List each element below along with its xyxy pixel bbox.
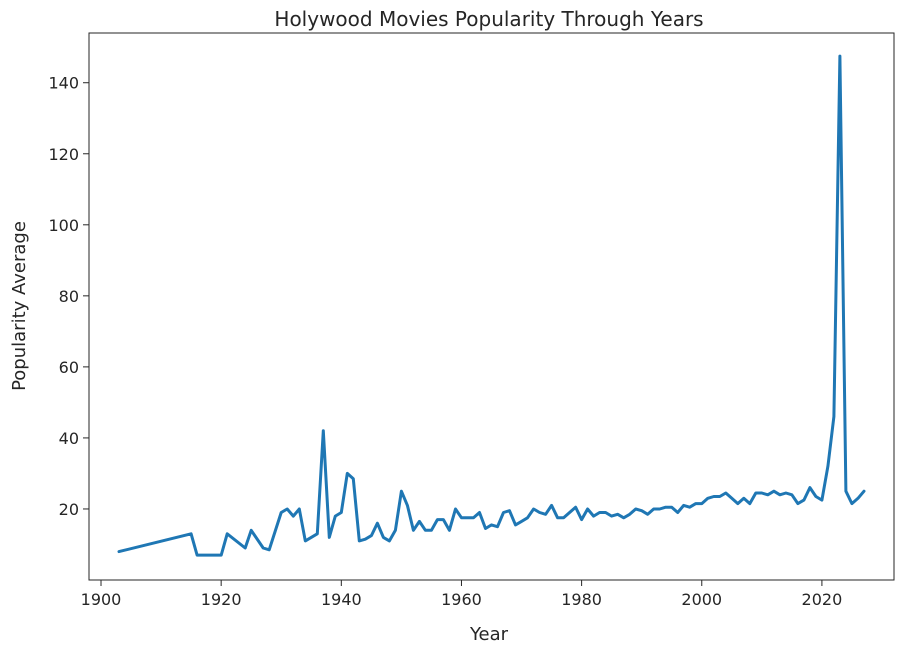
y-axis-ticks: 20 40 60 80 100 120 140: [48, 74, 89, 519]
y-tick-label: 60: [59, 358, 79, 377]
x-tick-label: 1920: [201, 590, 242, 609]
y-tick-label: 40: [59, 429, 79, 448]
y-tick-label: 20: [59, 500, 79, 519]
x-tick-label: 2020: [802, 590, 843, 609]
x-tick-label: 1940: [321, 590, 362, 609]
plot-frame: [88, 32, 895, 581]
x-axis-label: Year: [469, 624, 509, 645]
y-tick-label: 100: [48, 216, 79, 235]
x-axis-ticks: 1900 1920 1940 1960 1980 2000 2020: [81, 580, 843, 609]
series-line: [117, 54, 866, 557]
y-axis-label: Popularity Average: [9, 221, 30, 391]
x-tick-label: 1960: [441, 590, 482, 609]
x-tick-label: 2000: [681, 590, 722, 609]
x-tick-label: 1900: [81, 590, 122, 609]
y-tick-label: 80: [59, 287, 79, 306]
chart-title: Holywood Movies Popularity Through Years: [274, 7, 703, 31]
y-tick-label: 120: [48, 145, 79, 164]
x-tick-label: 1980: [561, 590, 602, 609]
y-tick-label: 140: [48, 74, 79, 93]
